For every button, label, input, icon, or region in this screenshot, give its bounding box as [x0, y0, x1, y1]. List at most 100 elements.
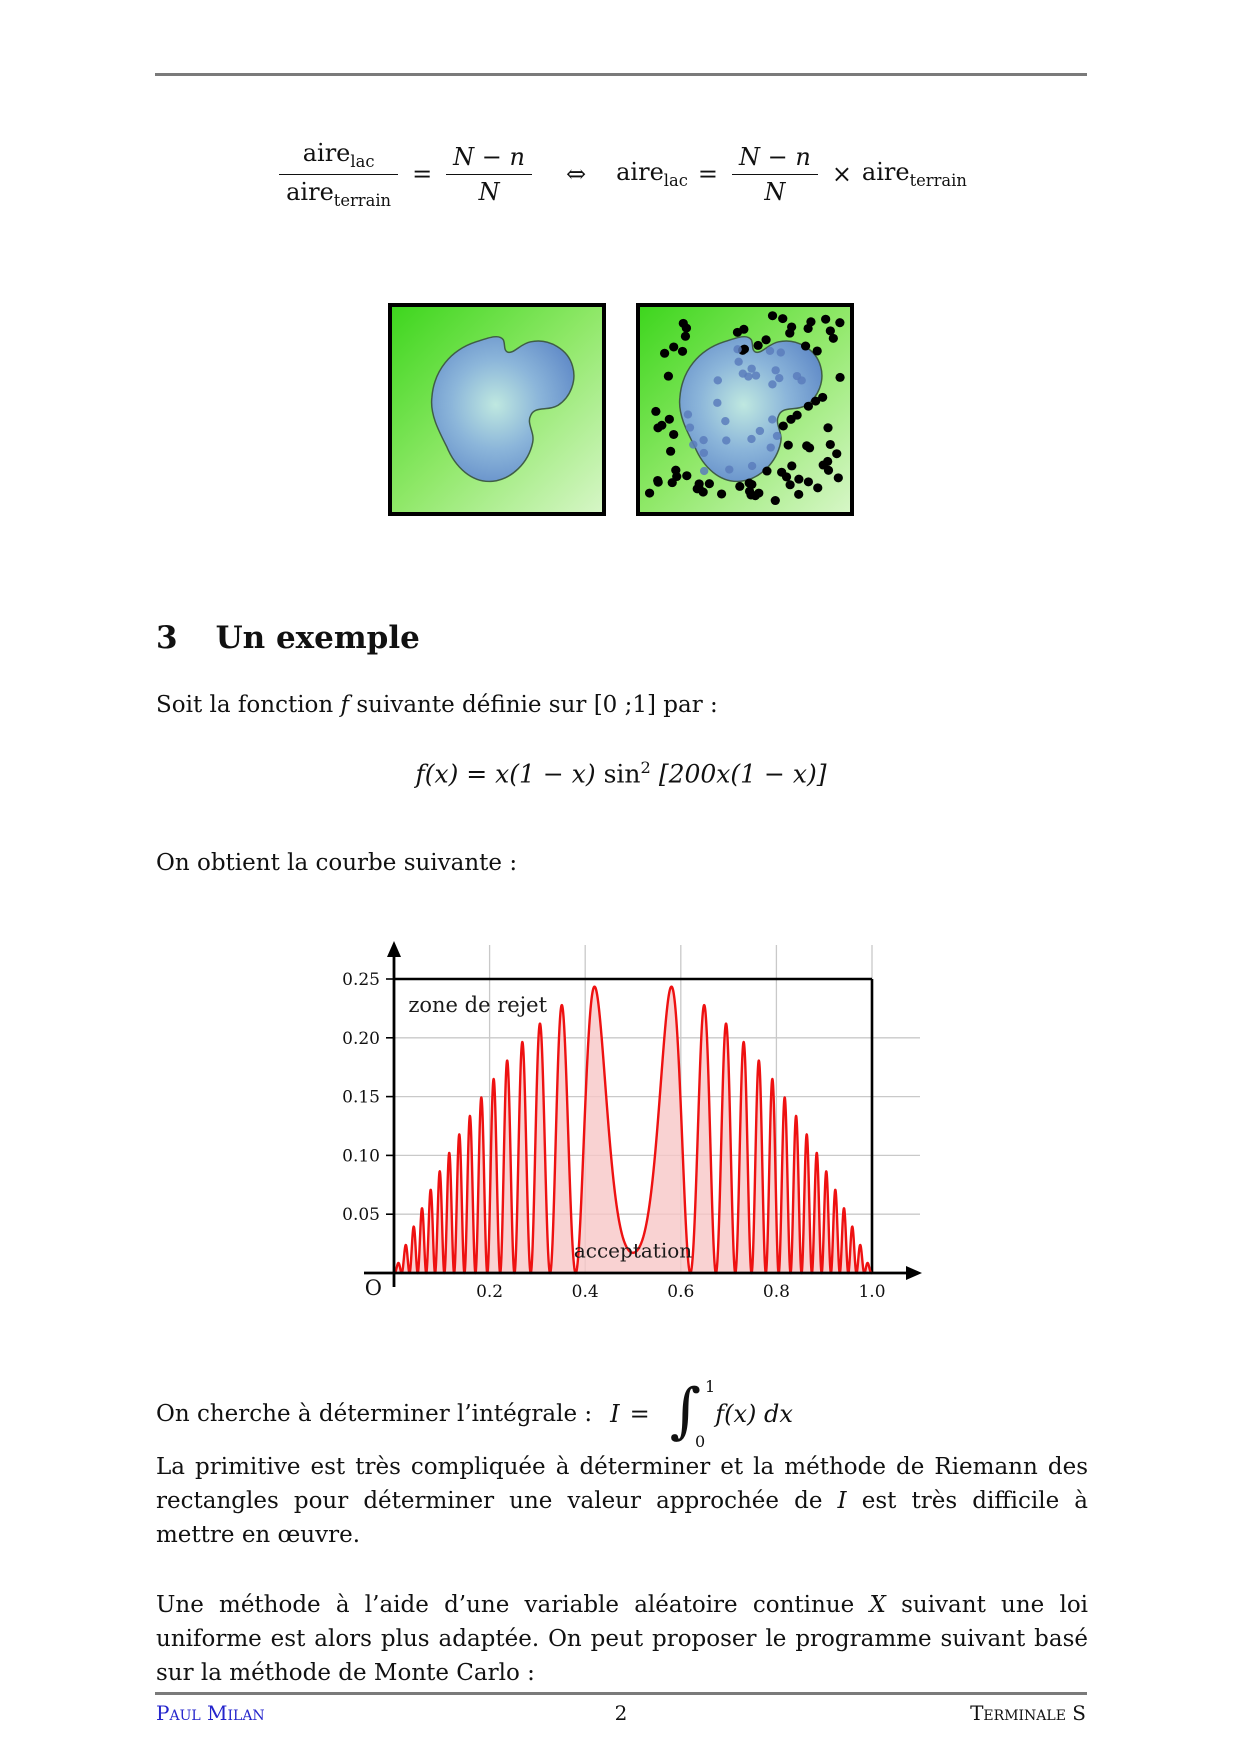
terrain-dot	[794, 474, 804, 484]
terrain-dot	[663, 371, 674, 381]
terrain-dot	[754, 488, 764, 498]
terrain-dot	[732, 327, 743, 337]
origin-label: O	[365, 1276, 382, 1300]
paragraph-text: suivant une loi uniforme est alors plus …	[156, 1592, 1089, 1686]
lake-dot	[768, 415, 777, 424]
terrain-lake-dots-figure	[636, 303, 854, 516]
lake-dot	[747, 434, 756, 444]
chart-annotation: acceptation	[574, 1239, 692, 1263]
terrain-dot	[735, 481, 745, 491]
terrain-dot	[787, 322, 797, 332]
lake-dot	[772, 431, 782, 441]
y-tick-label: 0.20	[342, 1029, 380, 1049]
section-heading: 3 Un exemple	[156, 620, 420, 656]
paragraph-primitive: La primitive est très compliquée à déter…	[156, 1450, 1088, 1552]
terrain-dot	[803, 477, 814, 487]
terrain-dot	[803, 401, 814, 411]
terrain-dot	[825, 439, 835, 449]
integral-upper-bound: 1	[705, 1377, 716, 1396]
var-I: I	[837, 1488, 847, 1514]
lake-dot	[775, 374, 784, 383]
iff-sign: ⇔	[566, 159, 587, 188]
terrain-dot	[777, 467, 787, 477]
y-axis-arrow	[387, 941, 401, 957]
terrain-dot	[659, 348, 670, 358]
terrain-dot	[653, 423, 663, 433]
terrain-dot	[823, 465, 834, 475]
terrain-dot	[770, 495, 780, 506]
fraction-aire: airelac aireterrain	[279, 138, 399, 210]
terrain-dot	[682, 471, 692, 481]
terrain-lake-drawing	[392, 307, 602, 512]
terrain-dot	[651, 406, 661, 416]
terrain-dot	[778, 421, 788, 431]
x-tick-label: 0.2	[476, 1282, 503, 1302]
terrain-dot	[785, 480, 795, 490]
terrain-dot	[813, 483, 823, 493]
paragraph-intro-function: Soit la fonction f suivante définie sur …	[156, 688, 1088, 722]
var-f: f	[340, 692, 350, 718]
area-ratio-equation: airelac aireterrain = N − n N ⇔ airelac …	[156, 138, 1086, 210]
var-X: X	[869, 1592, 886, 1618]
terrain-dot	[823, 423, 833, 433]
integral-sign: ∫	[669, 1376, 702, 1446]
terrain-dot	[664, 414, 674, 424]
y-tick-label: 0.25	[342, 970, 380, 990]
function-curve	[392, 985, 874, 1275]
lake-dot	[755, 426, 765, 436]
terrain-dot	[792, 410, 802, 420]
x-axis-arrow	[906, 1266, 922, 1280]
paragraph-curve-intro: On obtient la courbe suivante :	[156, 846, 1088, 880]
terrain-dot	[783, 440, 793, 450]
integral-lower-bound: 0	[695, 1432, 706, 1451]
terrain-dot	[680, 331, 691, 341]
terrain-dot	[677, 346, 688, 356]
lake-dot	[713, 376, 722, 385]
section-title: Un exemple	[215, 620, 420, 656]
terrain-dot	[667, 478, 677, 488]
terrain-dot	[744, 486, 755, 496]
lake-shape	[430, 335, 575, 482]
integral-statement: On cherche à déterminer l’intégrale : I …	[156, 1372, 1088, 1456]
y-tick-label: 0.05	[342, 1205, 380, 1225]
integral-intro-text: On cherche à déterminer l’intégrale :	[156, 1401, 593, 1427]
terrain-dot	[767, 311, 778, 321]
paragraph-text: On obtient la courbe suivante :	[156, 850, 518, 876]
footer-rule	[155, 1692, 1087, 1695]
paragraph-text: Soit la fonction	[156, 692, 334, 718]
header-rule	[155, 73, 1087, 76]
terrain-dot	[811, 396, 821, 406]
paragraph-text: La primitive est très compliquée à déter…	[156, 1454, 1088, 1514]
footer-page-number: 2	[614, 1701, 628, 1725]
lake-dot	[751, 371, 761, 380]
terrain-dot	[794, 489, 804, 499]
paragraph-method: Une méthode à l’aide d’une variable aléa…	[156, 1588, 1088, 1690]
equals-sign: =	[412, 159, 433, 188]
times-sign: ×	[831, 159, 852, 188]
terrain-dot	[669, 342, 679, 352]
terrain-dot	[802, 441, 812, 451]
fraction-Nn: N − n N	[731, 142, 818, 206]
monte-carlo-figures	[156, 303, 1086, 516]
terrain-dot	[669, 429, 679, 439]
lake-dot	[792, 371, 802, 381]
terrain-dot	[803, 323, 813, 333]
lake-dot	[744, 372, 753, 381]
integral-formula: I = ∫ 1 0 f (x) dx	[610, 1376, 793, 1451]
lake-dot	[699, 436, 708, 445]
terrain-dot	[678, 318, 688, 328]
lake-dot	[765, 346, 775, 355]
section-number: 3	[156, 620, 178, 656]
terrain-dot	[812, 346, 822, 356]
lake-dot	[733, 345, 742, 354]
terrain-dot	[716, 489, 727, 499]
paragraph-text: suivante définie sur [0 ;1] par :	[356, 692, 718, 718]
terrain-dot	[800, 341, 811, 351]
lake-dot	[776, 348, 786, 357]
lake-dot	[722, 436, 731, 445]
integrand: (x) dx	[724, 1400, 793, 1428]
fdef-lhs: f(x) = x(1 − x)	[415, 759, 596, 789]
terrain-dot	[644, 488, 655, 498]
